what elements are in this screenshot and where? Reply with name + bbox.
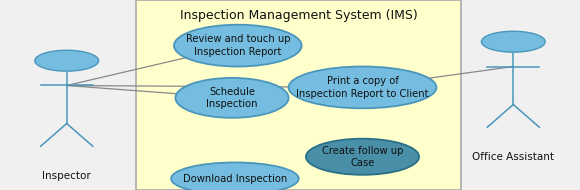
- FancyBboxPatch shape: [136, 0, 461, 190]
- Circle shape: [481, 31, 545, 52]
- Ellipse shape: [289, 66, 436, 108]
- Text: Office Assistant: Office Assistant: [472, 152, 554, 162]
- Ellipse shape: [171, 162, 299, 190]
- Ellipse shape: [175, 78, 289, 118]
- Circle shape: [35, 50, 99, 71]
- Text: Inspection Management System (IMS): Inspection Management System (IMS): [180, 10, 418, 22]
- Ellipse shape: [306, 139, 419, 175]
- Text: Create follow up
Case: Create follow up Case: [322, 146, 403, 168]
- Ellipse shape: [174, 25, 302, 66]
- Text: Download Inspection: Download Inspection: [183, 174, 287, 184]
- Text: Review and touch up
Inspection Report: Review and touch up Inspection Report: [186, 34, 290, 57]
- Text: Schedule
Inspection: Schedule Inspection: [206, 87, 258, 109]
- Text: Print a copy of
Inspection Report to Client: Print a copy of Inspection Report to Cli…: [296, 76, 429, 99]
- Text: Inspector: Inspector: [42, 171, 91, 181]
